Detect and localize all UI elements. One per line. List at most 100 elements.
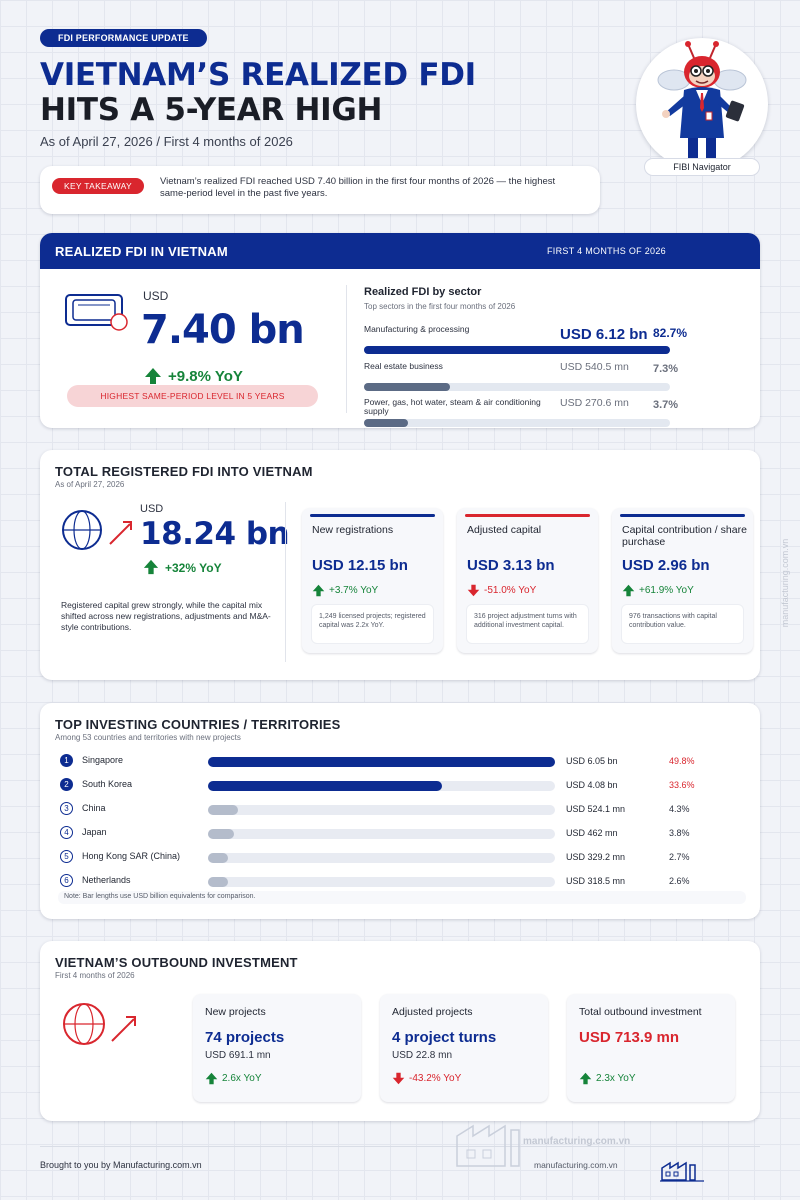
country-bar: [208, 781, 442, 791]
sector-bar-track: [364, 419, 670, 427]
sector-name: Power, gas, hot water, steam & air condi…: [364, 397, 541, 416]
country-bar: [208, 829, 235, 839]
registered-item-card: Adjusted capital USD 3.13 bn -51.0% YoY 316…: [457, 508, 598, 653]
realized-value: 7.40 bn: [141, 307, 305, 353]
page-title-line2: HITS A 5-YEAR HIGH: [40, 92, 383, 128]
registered-item-title: Capital contribution / share purchase: [622, 524, 747, 548]
card-accent-line: [620, 514, 745, 517]
rank-badge: 3: [60, 802, 73, 815]
outbound-item-title: Total outbound investment: [579, 1006, 702, 1018]
factory-logo-icon: [660, 1161, 704, 1182]
key-takeaway-box: KEY TAKEAWAY Vietnam’s realized FDI reac…: [40, 166, 600, 214]
arrow-up-icon: [312, 584, 325, 597]
country-name: China: [82, 803, 106, 813]
country-value: USD 318.5 mn: [566, 876, 626, 886]
arrow-up-icon: [622, 584, 635, 597]
sector-bar-track: [364, 346, 670, 354]
registered-value: 18.24 bn: [140, 516, 290, 552]
page-title-line1: VIETNAM’S REALIZED FDI: [40, 57, 476, 93]
outbound-item-change: 2.6x YoY: [222, 1073, 262, 1084]
sector-share: 3.7%: [653, 399, 679, 411]
sector-bar: [364, 383, 451, 391]
registered-item-value: USD 12.15 bn: [312, 557, 408, 574]
arrow-down-icon: [467, 584, 480, 597]
outbound-item-sub: USD 22.8 mn: [392, 1050, 453, 1061]
footer-divider: [40, 1146, 760, 1147]
sector-share: 82.7%: [653, 326, 688, 340]
country-bar-track: [208, 853, 555, 863]
country-name: South Korea: [82, 779, 133, 789]
sector-value: USD 6.12 bn: [560, 326, 648, 343]
card-accent-line: [465, 514, 590, 517]
sector-title: Realized FDI by sector: [364, 286, 482, 298]
footer-watermark: manufacturing.com.vn: [523, 1136, 631, 1147]
key-takeaway-label: KEY TAKEAWAY: [52, 178, 144, 194]
sector-share: 7.3%: [653, 363, 679, 375]
registered-currency: USD: [140, 503, 164, 515]
country-value: USD 6.05 bn: [566, 756, 618, 766]
country-name: Japan: [82, 827, 107, 837]
outbound-card: VIETNAM’S OUTBOUND INVESTMENT First 4 mo…: [40, 941, 760, 1121]
arrow-up-icon: [145, 368, 161, 384]
outbound-item-title: Adjusted projects: [392, 1006, 473, 1018]
outbound-item-card: Total outbound investment USD 713.9 mn 2.3…: [567, 994, 735, 1102]
realized-growth: +9.8% YoY: [168, 368, 243, 385]
outbound-item-value: 74 projects: [205, 1029, 285, 1046]
registered-item-title: Adjusted capital: [467, 524, 542, 536]
registered-item-card: New registrations USD 12.15 bn +3.7% YoY 1,…: [302, 508, 443, 653]
realized-currency: USD: [143, 289, 169, 303]
registered-fdi-card: TOTAL REGISTERED FDI INTO VIETNAM As of …: [40, 450, 760, 680]
countries-note-box: Note: Bar lengths use USD billion equiva…: [58, 891, 746, 904]
realized-badge: HIGHEST SAME-PERIOD LEVEL IN 5 YEARS: [67, 385, 318, 407]
factory-watermark-icon: [456, 1124, 520, 1167]
country-bar: [208, 877, 228, 887]
country-bar: [208, 805, 239, 815]
footer-site[interactable]: manufacturing.com.vn: [534, 1160, 618, 1170]
footer-credit: Brought to you by Manufacturing.com.vn: [40, 1160, 202, 1170]
registered-item-value: USD 3.13 bn: [467, 557, 555, 574]
registered-item-detail-box: 1,249 licensed projects; registered capi…: [312, 605, 433, 643]
registered-item-title: New registrations: [312, 524, 394, 536]
outbound-item-sub: USD 691.1 mn: [205, 1050, 271, 1061]
country-share: 2.7%: [669, 852, 690, 862]
sector-value: USD 270.6 mn: [560, 397, 629, 409]
outbound-item-title: New projects: [205, 1006, 266, 1018]
country-share: 49.8%: [669, 756, 695, 766]
rank-badge: 2: [60, 778, 73, 791]
rank-badge: 6: [60, 874, 73, 887]
sector-value: USD 540.5 mn: [560, 361, 629, 373]
registered-date: As of April 27, 2026: [55, 480, 125, 489]
realized-fdi-card: REALIZED FDI IN VIETNAM FIRST 4 MONTHS O…: [40, 233, 760, 428]
sector-name: Manufacturing & processing: [364, 324, 470, 334]
outbound-item-card: New projects 74 projects USD 691.1 mn 2.6x …: [193, 994, 361, 1102]
outbound-title: VIETNAM’S OUTBOUND INVESTMENT: [55, 955, 298, 970]
country-value: USD 524.1 mn: [566, 804, 626, 814]
sector-bar-track: [364, 383, 670, 391]
arrow-up-icon: [205, 1072, 218, 1085]
card-accent-line: [310, 514, 435, 517]
rank-badge: 1: [60, 754, 73, 767]
arrow-up-icon: [143, 559, 159, 575]
countries-subtitle: Among 53 countries and territories with …: [55, 733, 241, 742]
country-share: 2.6%: [669, 876, 690, 886]
registered-note: Registered capital grew strongly, while …: [61, 600, 271, 632]
sector-bar: [364, 346, 670, 354]
rank-badge: 5: [60, 850, 73, 863]
country-name: Netherlands: [82, 875, 131, 885]
mascot-avatar: [636, 38, 768, 170]
cash-icon: [65, 294, 128, 331]
country-value: USD 329.2 mn: [566, 852, 626, 862]
outbound-item-value: USD 713.9 mn: [579, 1029, 680, 1046]
country-bar: [208, 757, 555, 767]
registered-item-change: +61.9% YoY: [639, 585, 694, 596]
rank-badge: 4: [60, 826, 73, 839]
country-share: 3.8%: [669, 828, 690, 838]
mascot-icon: [657, 41, 747, 166]
outbound-item-change: -43.2% YoY: [409, 1073, 462, 1084]
registered-item-detail: 976 transactions with capital contributi…: [629, 613, 717, 629]
countries-card: TOP INVESTING COUNTRIES / TERRITORIES Am…: [40, 703, 760, 919]
outbound-item-card: Adjusted projects 4 project turns USD 22.8…: [380, 994, 548, 1102]
country-bar-track: [208, 805, 555, 815]
registered-item-detail-box: 976 transactions with capital contributi…: [622, 605, 743, 643]
page-subtitle: As of April 27, 2026 / First 4 months of…: [40, 134, 293, 149]
